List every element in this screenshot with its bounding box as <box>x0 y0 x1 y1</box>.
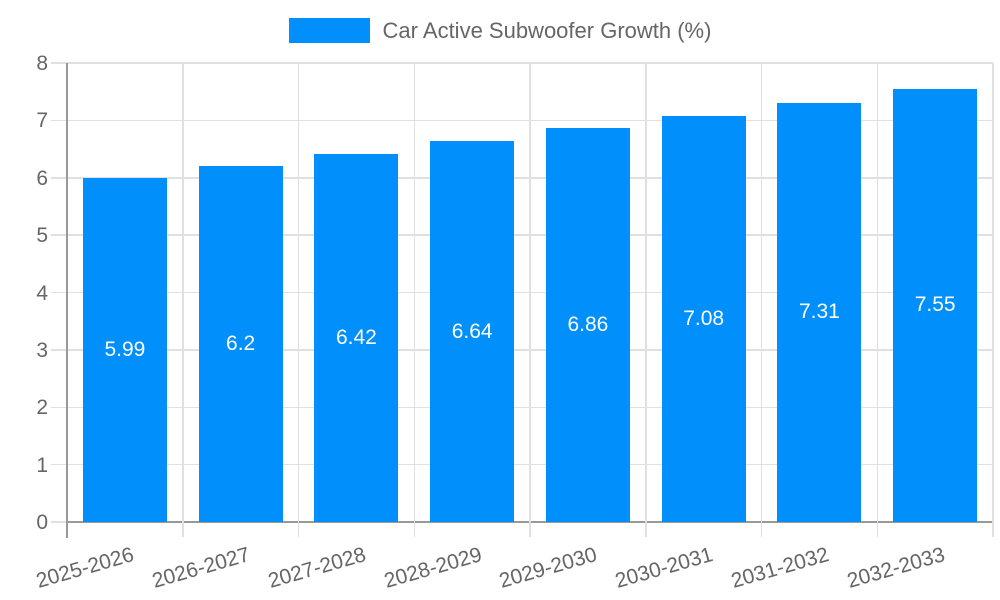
y-tick <box>51 62 67 64</box>
y-tick <box>51 234 67 236</box>
bar <box>893 88 978 522</box>
bar-value-label: 6.64 <box>451 319 493 343</box>
y-axis-tick-label: 7 <box>36 109 48 133</box>
x-axis-tick-label: 2029-2030 <box>497 543 600 593</box>
gridline-vertical <box>876 63 878 522</box>
x-axis-tick-label: 2031-2032 <box>728 543 832 593</box>
bar-value-label: 7.08 <box>683 306 725 330</box>
y-axis-tick-label: 5 <box>36 224 48 248</box>
y-tick <box>51 177 67 179</box>
y-axis-tick-label: 8 <box>36 52 48 75</box>
x-tick <box>182 522 184 537</box>
gridline-vertical <box>760 63 763 522</box>
bar-value-label: 5.99 <box>104 338 146 362</box>
legend-item[interactable]: Car Active Subwoofer Growth (%) <box>288 18 712 43</box>
y-tick <box>51 521 67 523</box>
bar-value-label: 7.31 <box>798 300 840 324</box>
y-tick <box>51 291 67 294</box>
gridline-vertical <box>529 63 531 522</box>
bar <box>430 141 515 522</box>
legend: Car Active Subwoofer Growth (%) <box>0 18 1000 43</box>
x-axis-tick-label: 2028-2029 <box>381 543 485 593</box>
x-axis-tick-label: 2032-2033 <box>844 543 948 593</box>
bar <box>545 128 630 522</box>
x-axis-tick-label: 2027-2028 <box>265 543 369 593</box>
x-tick <box>413 522 415 537</box>
y-tick <box>51 349 67 351</box>
x-axis-tick-label: 2025-2026 <box>34 543 137 593</box>
legend-label: Car Active Subwoofer Growth (%) <box>382 18 712 43</box>
bar-value-label: 7.55 <box>914 293 956 317</box>
bar <box>198 166 283 522</box>
y-axis-tick-label: 0 <box>36 511 48 534</box>
y-axis-tick-label: 3 <box>36 338 48 362</box>
x-axis-tick-label: 2026-2027 <box>149 543 253 593</box>
gridline-vertical <box>182 63 184 522</box>
bar <box>314 153 399 522</box>
x-tick <box>876 522 878 537</box>
x-tick <box>992 522 994 537</box>
y-axis-tick-label: 2 <box>36 396 48 420</box>
x-tick <box>760 522 763 537</box>
y-tick <box>51 463 67 466</box>
gridline-vertical <box>645 63 647 522</box>
gridline-vertical <box>413 63 415 522</box>
bar <box>82 178 167 522</box>
bar-value-label: 6.42 <box>335 325 377 349</box>
y-axis-tick-label: 1 <box>36 453 48 477</box>
gridline-vertical <box>297 63 300 522</box>
bar-value-label: 6.86 <box>567 313 609 337</box>
x-tick <box>529 522 531 537</box>
x-tick <box>297 522 300 537</box>
y-axis-tick-label: 6 <box>36 166 48 190</box>
y-tick <box>51 119 67 122</box>
gridline-vertical <box>992 63 994 522</box>
bar <box>661 115 746 522</box>
legend-swatch-icon <box>288 18 370 43</box>
y-tick <box>51 406 67 408</box>
bar-value-label: 6.2 <box>226 332 256 356</box>
y-axis-line <box>66 63 68 538</box>
x-axis-tick-label: 2030-2031 <box>612 543 716 593</box>
bar <box>777 102 862 522</box>
x-tick <box>645 522 647 537</box>
y-axis-tick-label: 4 <box>36 281 48 305</box>
